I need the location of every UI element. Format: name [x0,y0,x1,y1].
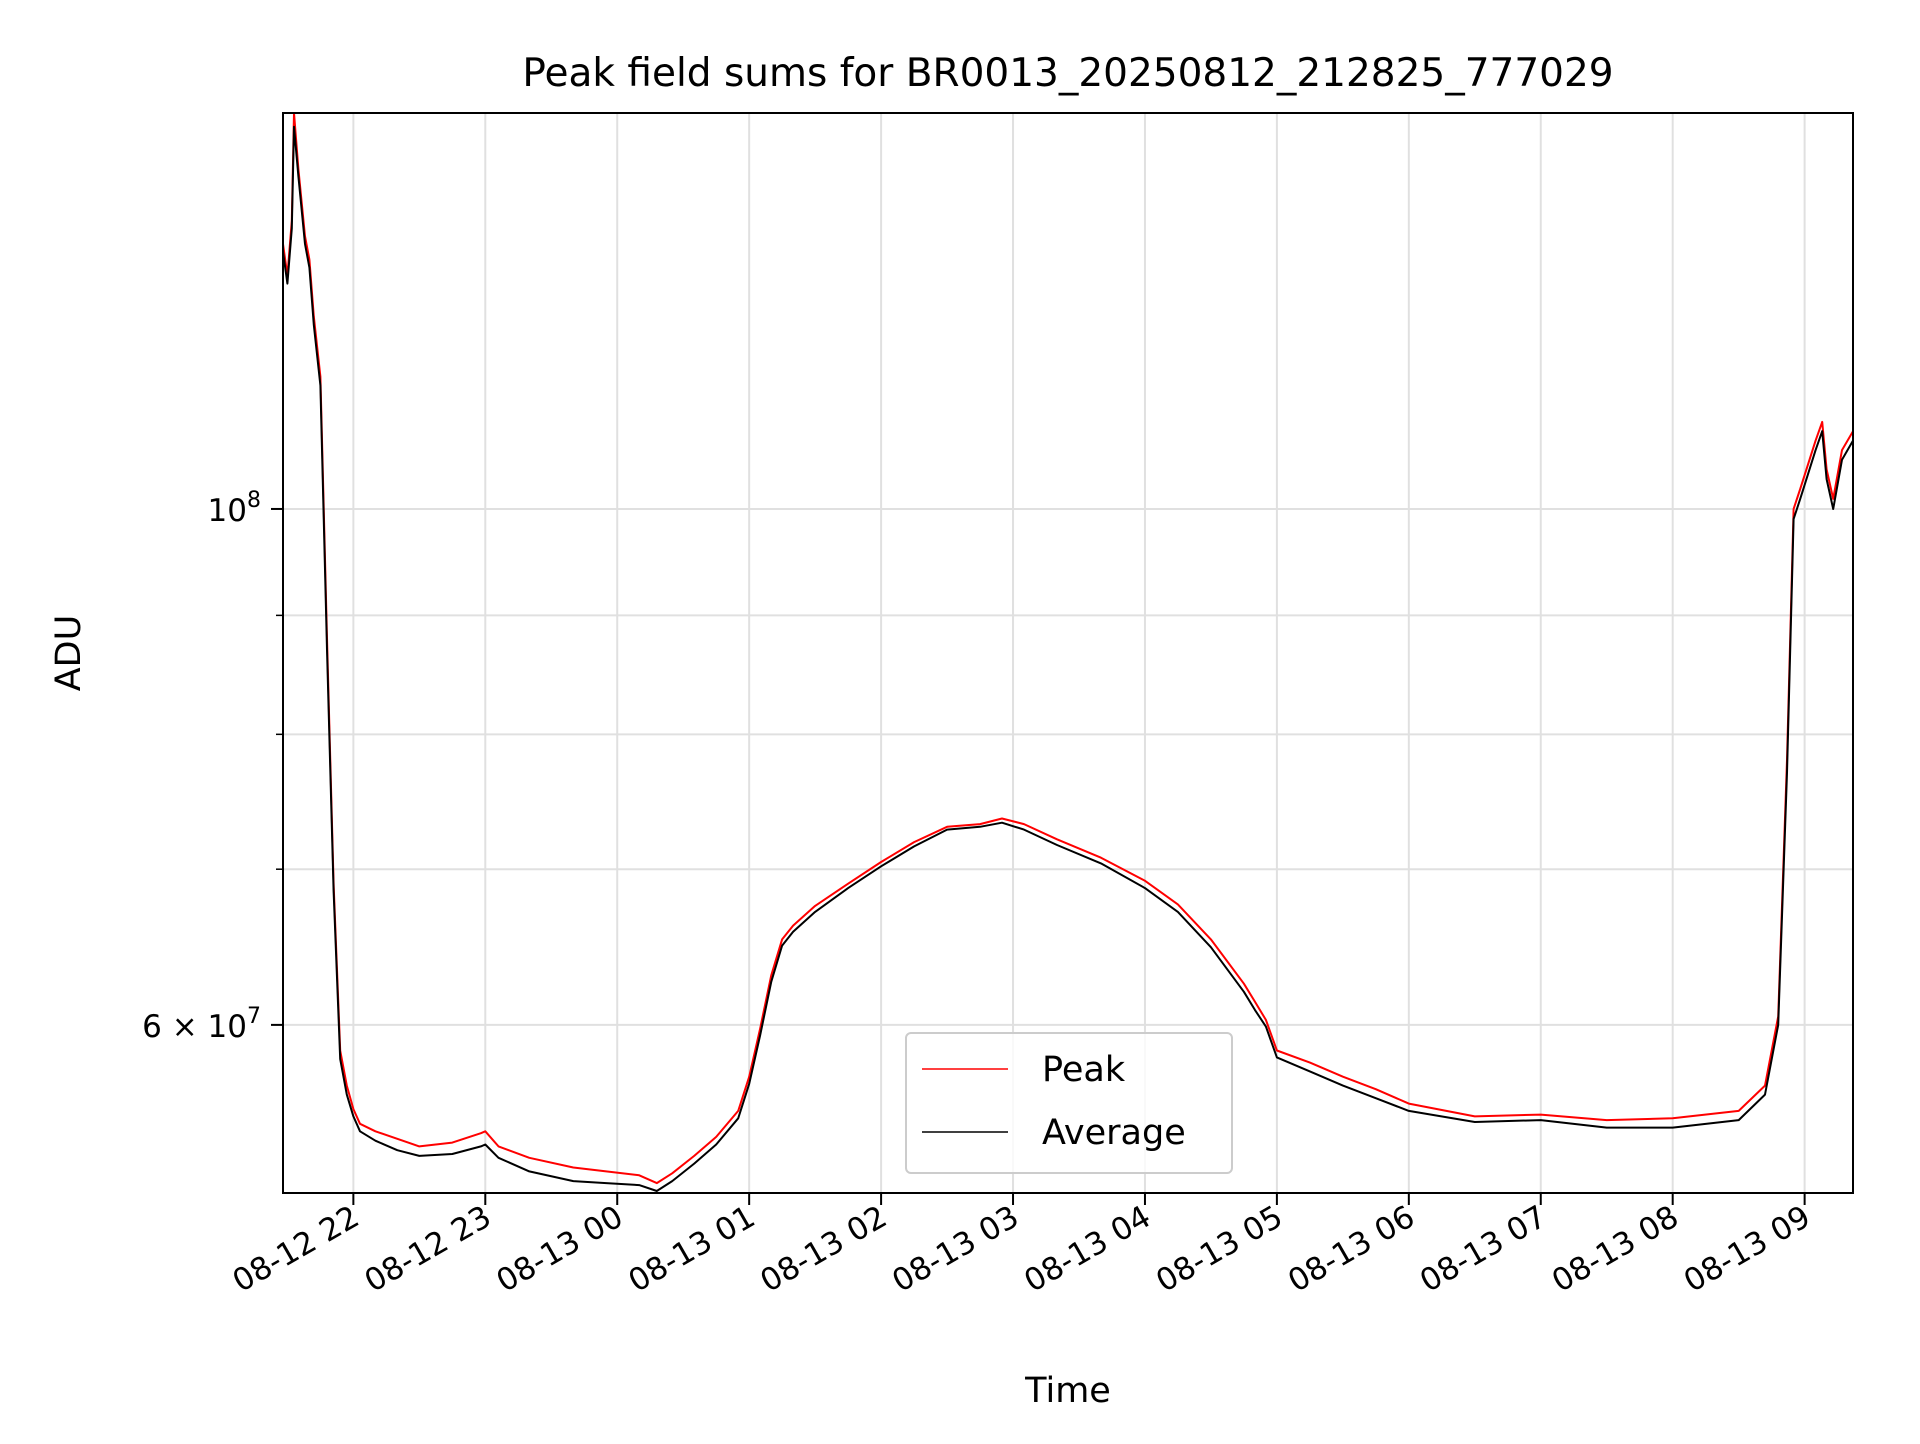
y-tick-label-1: 6 × 107 [142,1004,261,1045]
legend-label-peak: Peak [1042,1050,1126,1090]
y-axis-ticks: 108 6 × 107 [142,488,283,1045]
y-tick-label-0: 108 [208,488,261,529]
legend-label-average: Average [1042,1113,1186,1153]
y-axis-label: ADU [49,615,89,692]
series-line-peak [282,112,1854,1185]
legend: Peak Average [905,1032,1233,1174]
plot-frame [282,112,1854,1194]
series-line-average [282,125,1854,1192]
chart-title: Peak field sums for BR0013_20250812_2128… [522,51,1613,96]
series-lines [282,112,1854,1192]
grid-lines [283,113,1853,1193]
x-axis-label: Time [1024,1371,1111,1411]
legend-box [905,1032,1233,1174]
